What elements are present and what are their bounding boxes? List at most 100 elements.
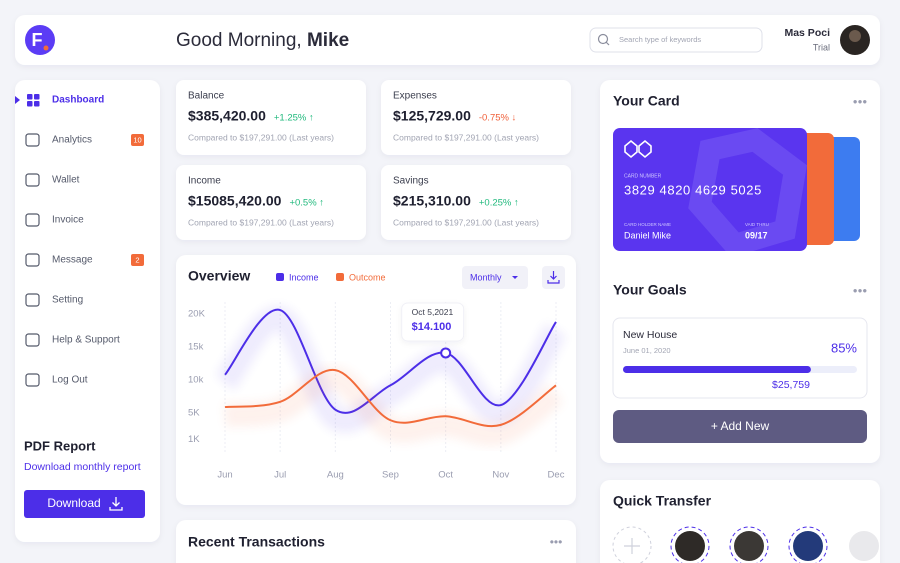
card-back-blue[interactable]	[826, 137, 860, 241]
nav-icon	[27, 101, 33, 107]
chart: 20K 15k 10k 5K 1K Jun Jul Aug Sep Oct Nov Dec Oct 5,…	[188, 302, 567, 481]
x-tick-label: Nov	[492, 470, 509, 481]
more-menu[interactable]: •••	[550, 535, 563, 549]
stat-card	[381, 80, 571, 155]
nav-icon	[25, 173, 40, 187]
highlight-point	[440, 347, 452, 359]
contact-avatar[interactable]	[849, 531, 879, 561]
stat-card	[176, 165, 366, 240]
user-role: Trial	[813, 42, 830, 52]
active-marker	[15, 96, 20, 104]
user-name: Mas Poci	[784, 27, 830, 39]
line-glow	[223, 366, 564, 447]
nav-icon	[34, 94, 40, 100]
stat-change: -0.75% ↓	[479, 113, 517, 124]
goals-title: Your Goals	[613, 282, 687, 298]
search-placeholder: Search type of keywords	[619, 35, 701, 44]
search-icon	[605, 41, 610, 46]
stat-compare: Compared to $197,291.00 (Last years)	[188, 217, 334, 227]
holder-label: CARD HOLDER NAME	[624, 222, 671, 227]
nav-label: Wallet	[52, 175, 80, 186]
stat-amount: $215,310.00	[393, 193, 471, 209]
nav-label: Dashboard	[52, 95, 104, 106]
stat-label: Savings	[393, 176, 429, 187]
download-button[interactable]	[24, 490, 145, 518]
contact-ring	[729, 526, 769, 563]
stats: Balance $385,420.00 +1.25% ↑ Compared to $1…	[176, 80, 571, 240]
stat-change: +0.5% ↑	[289, 198, 324, 209]
nav-item[interactable]	[20, 206, 155, 234]
transactions-card	[176, 520, 576, 563]
card-number: 3829 4820 4629 5025	[624, 182, 762, 197]
nav-label: Message	[52, 255, 93, 266]
contact-avatar[interactable]	[793, 531, 823, 561]
nav-item[interactable]	[20, 286, 155, 314]
x-tick-label: Jun	[217, 470, 232, 481]
logo-dot	[43, 45, 49, 51]
valid-date: 09/17	[745, 230, 768, 240]
nav-icon	[25, 373, 40, 387]
nav-label: Help & Support	[52, 335, 120, 346]
contact-avatar[interactable]	[734, 531, 764, 561]
report-title: PDF Report	[24, 438, 96, 453]
select-caret	[512, 276, 518, 279]
more-menu[interactable]: ●●●	[853, 97, 868, 106]
y-tick-label: 1K	[188, 434, 200, 445]
nav-badge	[131, 254, 144, 266]
legend-label: Income	[289, 272, 319, 282]
line-glow	[215, 306, 567, 433]
tooltip-value: $14.100	[412, 321, 452, 333]
nav-badge	[131, 134, 144, 146]
nav-icon	[34, 101, 40, 107]
plus-icon	[624, 538, 640, 554]
nav-label: Setting	[52, 295, 83, 306]
nav-icon	[27, 94, 33, 100]
transactions-title: Recent Transactions	[188, 534, 325, 550]
y-tick-label: 15k	[188, 342, 204, 353]
card-number-label: CARD NUMBER	[624, 173, 662, 179]
stat-amount: $125,729.00	[393, 108, 471, 124]
contact-ring	[788, 526, 828, 563]
x-tick-label: Oct	[438, 470, 453, 481]
contact-ring	[670, 526, 710, 563]
add-goal-label: + Add New	[711, 419, 770, 433]
nav-item[interactable]	[20, 166, 155, 194]
user-first-name: Mike	[307, 30, 349, 51]
nav-badge-count: 2	[135, 255, 139, 264]
greeting: Good Morning, Mike	[176, 30, 349, 51]
add-contact[interactable]	[612, 526, 652, 563]
logo-letter: F	[32, 30, 43, 50]
stat-label: Expenses	[393, 91, 437, 102]
legend-swatch	[336, 273, 344, 281]
stat-amount: $15085,420.00	[188, 193, 282, 209]
stat-amount: $385,420.00	[188, 108, 266, 124]
stat-compare: Compared to $197,291.00 (Last years)	[393, 217, 539, 227]
period-select[interactable]	[462, 266, 528, 289]
goal-percent: 85%	[831, 340, 857, 355]
x-tick-label: Jul	[274, 470, 286, 481]
nav-badge-count: 10	[133, 135, 141, 144]
stat-compare: Compared to $197,291.00 (Last years)	[393, 132, 539, 142]
more-menu[interactable]: ●●●	[853, 286, 868, 295]
add-goal-button[interactable]	[613, 410, 867, 443]
overview-title: Overview	[188, 268, 250, 284]
card-pattern	[688, 128, 807, 251]
series-line	[224, 369, 557, 428]
goal-box	[612, 317, 868, 399]
download-icon	[109, 497, 123, 511]
y-tick-label: 10k	[188, 375, 204, 386]
report-link[interactable]: Download monthly report	[24, 461, 141, 473]
legend-swatch	[276, 273, 284, 281]
card-title: Your Card	[613, 93, 680, 109]
greeting-text: Good Morning,	[176, 30, 302, 51]
nav-label: Analytics	[52, 135, 92, 146]
nav-icon	[25, 213, 40, 227]
avatar-face	[849, 30, 861, 42]
search-box[interactable]	[589, 27, 763, 53]
y-tick-label: 5K	[188, 408, 200, 419]
goal-date: June 01, 2020	[623, 346, 671, 355]
nav-icon	[25, 253, 40, 267]
x-tick-label: Aug	[327, 470, 344, 481]
contact-avatar[interactable]	[675, 531, 705, 561]
